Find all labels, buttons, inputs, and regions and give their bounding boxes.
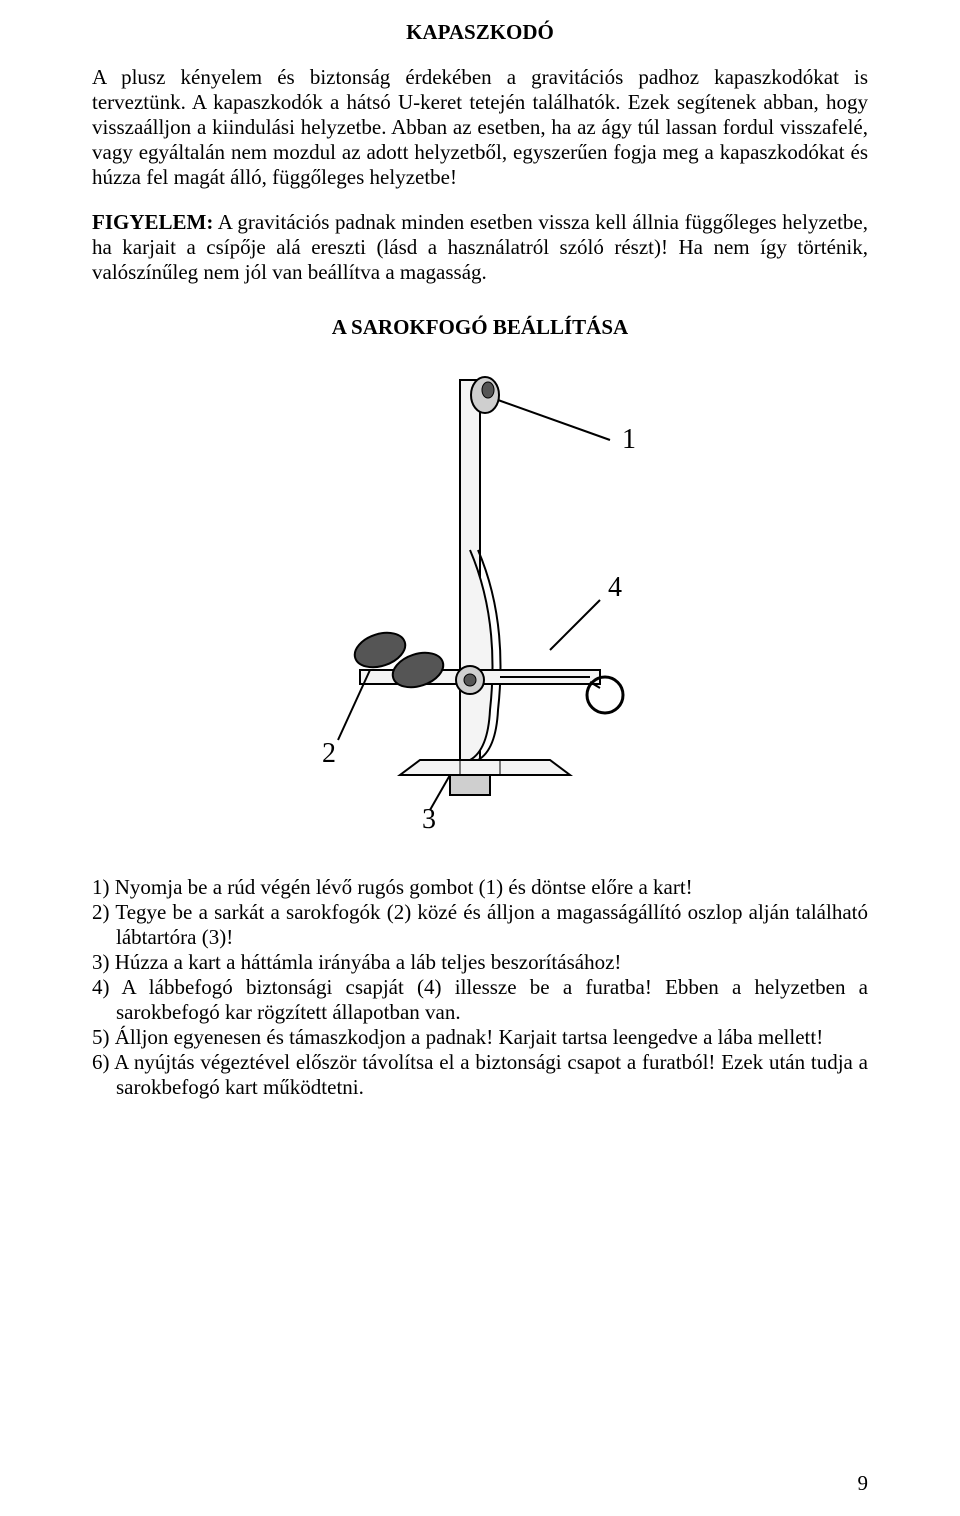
page-number: 9 bbox=[858, 1471, 869, 1496]
warning-label: FIGYELEM: bbox=[92, 210, 213, 234]
sarokfogo-svg: 1 4 2 3 bbox=[250, 370, 710, 830]
heading-kapaszkodo: KAPASZKODÓ bbox=[92, 20, 868, 45]
paragraph-warning: FIGYELEM: A gravitációs padnak minden es… bbox=[92, 210, 868, 285]
list-item-2: 2) Tegye be a sarkát a sarokfogók (2) kö… bbox=[116, 900, 868, 950]
list-item-4: 4) A lábbefogó biztonsági csapját (4) il… bbox=[116, 975, 868, 1025]
callout-1-text: 1 bbox=[622, 424, 636, 455]
instruction-list: 1) Nyomja be a rúd végén lévő rugós gomb… bbox=[92, 875, 868, 1100]
list-item-1: 1) Nyomja be a rúd végén lévő rugós gomb… bbox=[116, 875, 868, 900]
callout-3-text: 3 bbox=[422, 804, 436, 830]
list-item-5: 5) Álljon egyenesen és támaszkodjon a pa… bbox=[116, 1025, 868, 1050]
page: KAPASZKODÓ A plusz kényelem és biztonság… bbox=[0, 0, 960, 1516]
list-item-3: 3) Húzza a kart a háttámla irányába a lá… bbox=[116, 950, 868, 975]
diagram-sarokfogo: 1 4 2 3 bbox=[92, 370, 868, 835]
paragraph-intro: A plusz kényelem és biztonság érdekében … bbox=[92, 65, 868, 190]
heading-sarokfogo: A SAROKFOGÓ BEÁLLÍTÁSA bbox=[92, 315, 868, 340]
list-item-6: 6) A nyújtás végeztével először távolíts… bbox=[116, 1050, 868, 1100]
callout-4-text: 4 bbox=[608, 572, 622, 603]
callout-2-text: 2 bbox=[322, 738, 336, 769]
